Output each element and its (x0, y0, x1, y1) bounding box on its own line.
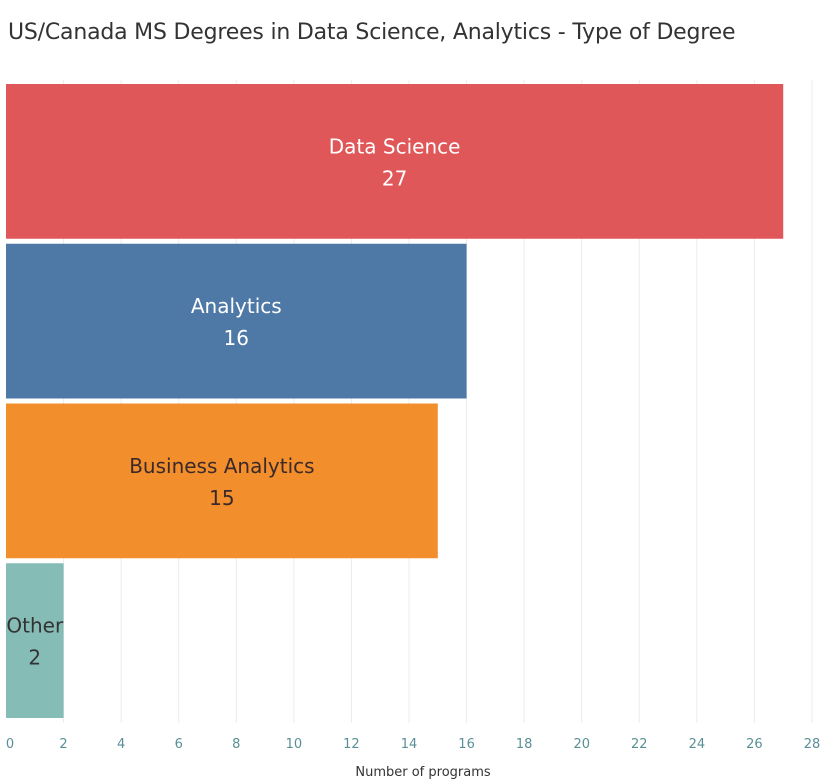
x-tick-label: 20 (573, 737, 590, 752)
bar-value-label: 16 (224, 326, 249, 350)
x-tick-label: 28 (804, 737, 821, 752)
bar-data-science[interactable] (6, 84, 784, 239)
bar-category-label: Data Science (329, 134, 461, 158)
x-axis-title: Number of programs (355, 765, 491, 780)
x-axis-ticks: 0 2 4 6 8 10 12 14 16 18 20 22 24 26 28 (6, 737, 820, 752)
bars: Data Science 27 Analytics 16 Business Analyt… (6, 84, 784, 718)
bar-value-label: 27 (382, 166, 407, 190)
x-tick-label: 10 (286, 737, 303, 752)
bar-category-label: Other (6, 614, 64, 638)
bar-category-label: Business Analytics (129, 454, 314, 478)
x-tick-label: 8 (232, 737, 240, 752)
x-tick-label: 0 (6, 737, 14, 752)
x-tick-label: 22 (631, 737, 648, 752)
x-tick-label: 12 (343, 737, 360, 752)
x-tick-label: 6 (175, 737, 183, 752)
x-tick-label: 26 (746, 737, 763, 752)
bar-value-label: 15 (209, 486, 234, 510)
bar-other[interactable] (6, 563, 64, 718)
bar-business-analytics[interactable] (6, 403, 438, 559)
x-tick-label: 14 (401, 737, 418, 752)
x-tick-label: 24 (689, 737, 706, 752)
x-tick-label: 18 (516, 737, 533, 752)
x-tick-label: 4 (117, 737, 125, 752)
chart-title: US/Canada MS Degrees in Data Science, An… (8, 20, 736, 45)
bar-analytics[interactable] (6, 243, 467, 399)
x-tick-label: 2 (59, 737, 67, 752)
bar-category-label: Analytics (191, 294, 282, 318)
bar-value-label: 2 (28, 646, 41, 670)
x-tick-label: 16 (458, 737, 475, 752)
